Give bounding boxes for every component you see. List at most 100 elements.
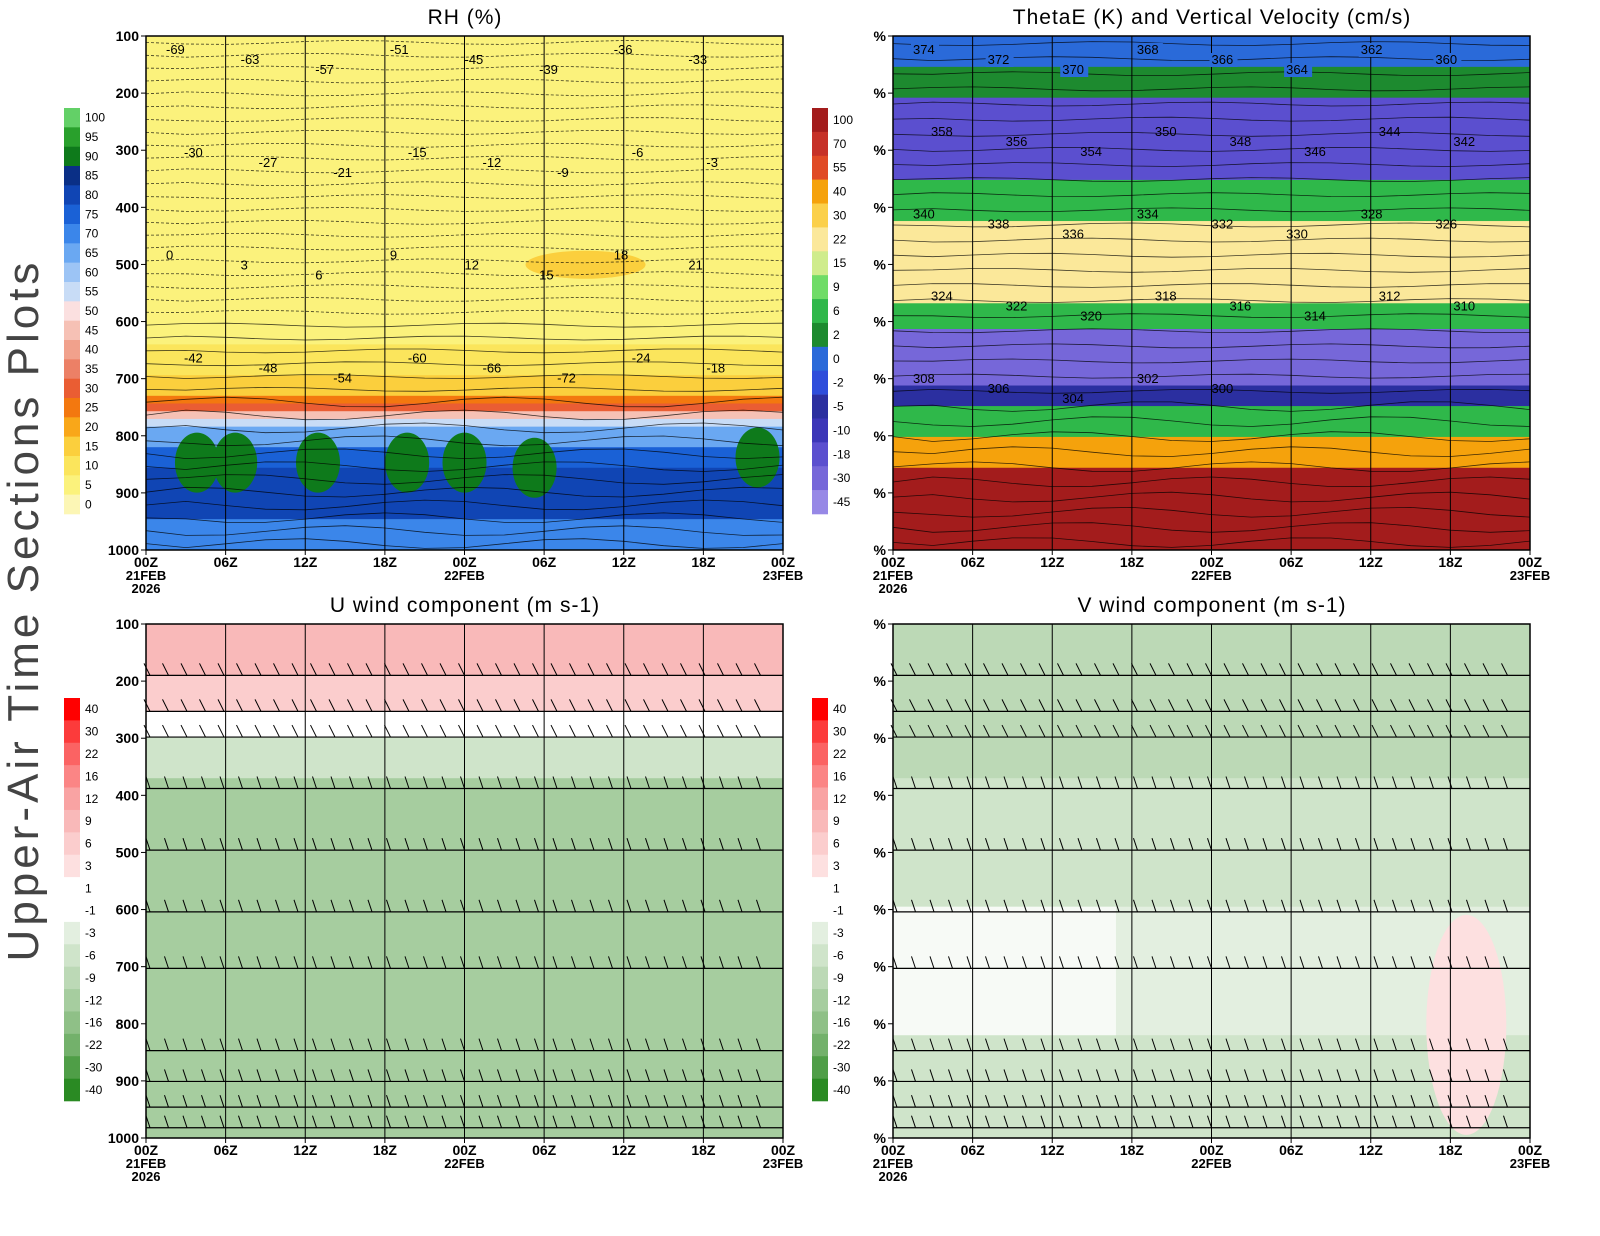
- colorbar-swatch: [64, 127, 80, 147]
- wind-barb: [182, 1038, 188, 1051]
- wind-barb: [645, 1095, 650, 1108]
- wind-barb: [569, 699, 576, 712]
- wind-barb: [1334, 699, 1342, 712]
- colorbar-swatch: [812, 490, 828, 515]
- contour-line-0: [145, 40, 784, 45]
- wind-barb: [534, 1095, 539, 1108]
- wind-barb: [423, 899, 428, 912]
- colorbar-swatch: [812, 809, 828, 833]
- wind-barb: [1353, 663, 1360, 676]
- wind-barb: [1336, 838, 1342, 851]
- wind-barb: [1503, 1115, 1508, 1128]
- wind-barb: [1244, 1115, 1249, 1128]
- wind-barb: [312, 1038, 317, 1051]
- y-tick-label: 800: [116, 1016, 140, 1032]
- wind-barb: [569, 724, 576, 738]
- contour-label: 330: [1286, 226, 1308, 241]
- wind-barb: [1075, 699, 1083, 712]
- wind-barb: [1207, 776, 1212, 789]
- wind-barb: [587, 663, 595, 676]
- wind-barb: [497, 1115, 502, 1128]
- wind-barb: [966, 1038, 972, 1051]
- wind-barb: [1077, 1038, 1083, 1051]
- wind-barb: [478, 956, 484, 969]
- wind-barb: [948, 838, 953, 851]
- contour-line-6: [145, 117, 784, 122]
- wind-barb: [1334, 724, 1342, 738]
- wind-barb: [890, 724, 898, 738]
- wind-barb: [1392, 1095, 1397, 1108]
- wind-barb: [1133, 1038, 1138, 1051]
- wind-barb: [349, 1069, 354, 1082]
- contour-label: 9: [390, 248, 397, 263]
- colorbar-label: 12: [833, 792, 847, 806]
- wind-barb: [1371, 724, 1379, 738]
- wind-barb: [680, 724, 687, 738]
- wind-barb: [1114, 1069, 1120, 1082]
- y-tick-label: 500: [116, 256, 140, 272]
- contour-line-15: [145, 232, 784, 238]
- rh-orange-patch: [525, 250, 646, 279]
- wind-barb: [367, 1095, 373, 1108]
- wind-barb: [1040, 1069, 1046, 1082]
- colorbar-label: 6: [833, 304, 840, 318]
- wind-barb: [1297, 699, 1305, 712]
- wind-barb: [534, 1038, 539, 1051]
- wind-barb: [1318, 776, 1323, 789]
- contour-label: -39: [539, 62, 558, 77]
- wind-barb: [386, 776, 391, 789]
- wind-barb: [386, 838, 391, 851]
- contour-label: 21: [688, 258, 702, 273]
- wind-barb: [254, 699, 262, 712]
- wind-barb: [460, 1095, 465, 1108]
- colorbar-swatch: [812, 698, 828, 721]
- x-tick-label: 12Z: [1359, 1142, 1384, 1158]
- wind-barb: [626, 776, 632, 789]
- contour-label: 370: [1062, 62, 1084, 77]
- wind-barb: [663, 1115, 669, 1128]
- wind-barb: [1262, 899, 1268, 912]
- wind-barb: [682, 1069, 687, 1082]
- x-tick-label: 18Z: [691, 1142, 716, 1158]
- x-tick-label: 00Z: [1199, 1142, 1224, 1158]
- wind-barb: [1501, 663, 1508, 676]
- wind-barb: [365, 724, 373, 738]
- wind-barb: [478, 1095, 484, 1108]
- y-tick-label: %: [874, 959, 887, 975]
- y-tick-label: 700: [116, 371, 140, 387]
- colorbar-swatch: [812, 989, 828, 1012]
- wind-barb: [1484, 776, 1490, 789]
- wind-barb: [201, 956, 206, 969]
- wind-barb: [911, 956, 916, 969]
- wind-barb: [312, 838, 317, 851]
- wind-barb: [754, 663, 761, 676]
- wind-barb: [1408, 699, 1416, 712]
- colorbar-swatch: [64, 720, 80, 744]
- wind-barb: [1318, 1095, 1323, 1108]
- wind-barb: [164, 1095, 169, 1108]
- colorbar-label: -16: [833, 1016, 851, 1030]
- wind-barb: [367, 956, 373, 969]
- wind-barb: [1170, 1038, 1175, 1051]
- wind-barb: [1464, 699, 1471, 712]
- wind-barb: [1316, 724, 1323, 738]
- wind-barb: [1262, 1038, 1268, 1051]
- y-tick-label: %: [874, 730, 887, 746]
- wind-barb: [1001, 724, 1009, 738]
- contour-line-10: [145, 168, 784, 174]
- colorbar-label: 45: [85, 323, 99, 337]
- contour-label: -48: [259, 360, 278, 375]
- wind-barb: [698, 663, 706, 676]
- wind-barb: [890, 663, 898, 676]
- wind-barb: [1057, 724, 1064, 738]
- wind-barb: [756, 776, 761, 789]
- wind-barb: [1503, 1095, 1508, 1108]
- wind-barb: [513, 699, 521, 712]
- x-tick-label: 06Z: [961, 554, 986, 570]
- wind-barb: [737, 1038, 743, 1051]
- contour-label: 332: [1212, 216, 1234, 231]
- contour-line-21: [145, 309, 784, 315]
- wind-barb: [1003, 956, 1009, 969]
- wind-barb: [328, 699, 336, 712]
- contour-label: 320: [1080, 309, 1102, 324]
